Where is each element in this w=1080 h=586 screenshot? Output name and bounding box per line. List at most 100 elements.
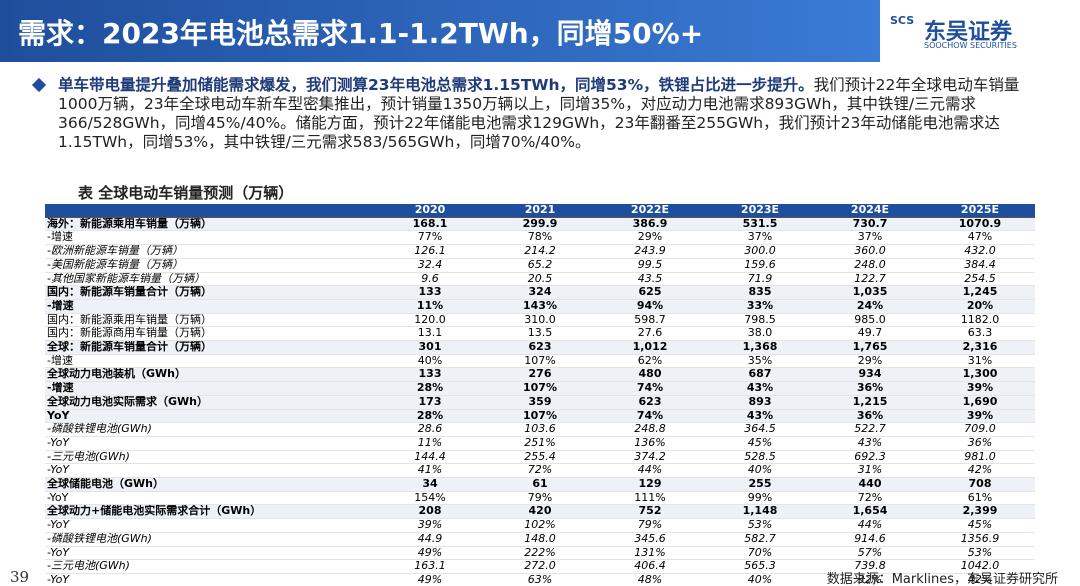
bullet (31, 77, 47, 93)
table-row: -YoY 154% 79% 111% 99% 72% 61% (45, 491, 1035, 506)
cell: 359 (485, 394, 595, 410)
row-label: 海外：新能源乘用车销量（万辆） (45, 216, 375, 232)
cell: 39% (925, 381, 1035, 396)
cell: 159.6 (705, 258, 815, 273)
cell: 49% (375, 573, 485, 586)
cell: 565.3 (705, 559, 815, 574)
cell: 248.8 (595, 422, 705, 437)
row-label: -YoY (45, 573, 375, 586)
cell: 1,035 (815, 285, 925, 300)
cell: 57% (815, 546, 925, 561)
cell: 36% (815, 381, 925, 396)
table-row: -磷酸铁锂电池(GWh) 44.9 148.0 345.6 582.7 914.6 1356… (45, 532, 1035, 547)
cell: 13.1 (375, 326, 485, 342)
row-label: 全球动力电池实际需求（GWh） (45, 394, 375, 410)
cell: 522.7 (815, 422, 925, 437)
cell: 42% (925, 573, 1035, 586)
row-label: -YoY (45, 491, 375, 506)
cell: 136% (595, 436, 705, 451)
cell: 31% (925, 354, 1035, 369)
table-row: -增速 40% 107% 62% 35% 29% 31% (45, 354, 1035, 369)
cell: 107% (485, 408, 595, 424)
cell: 1,215 (815, 394, 925, 410)
cell: 107% (485, 354, 595, 369)
table-row: -欧洲新能源车销量（万辆） 126.1 214.2 243.9 300.0 360.0 43… (45, 244, 1035, 259)
cell: 43% (705, 408, 815, 424)
row-label: -美国新能源车销量（万辆） (45, 258, 375, 273)
table-row: -增速 77% 78% 29% 37% 37% 47% (45, 230, 1035, 246)
row-label: -YoY (45, 546, 375, 561)
cell: 111% (595, 491, 705, 506)
cell: 1182.0 (925, 313, 1035, 328)
cell: 272.0 (485, 559, 595, 574)
row-label: 全球：新能源车销量合计（万辆） (45, 340, 375, 355)
cell: 35% (705, 354, 815, 369)
cell: 28.6 (375, 422, 485, 437)
cell: 32% (815, 573, 925, 586)
cell: 36% (815, 408, 925, 424)
column-header: 2023E (705, 204, 815, 218)
cell: 32.4 (375, 258, 485, 273)
cell: 934 (815, 367, 925, 383)
cell: 1,368 (705, 340, 815, 355)
cell: 981.0 (925, 450, 1035, 465)
cell: 528.5 (705, 450, 815, 465)
cell: 300.0 (705, 244, 815, 259)
cell: 1,654 (815, 504, 925, 520)
cell: 251% (485, 436, 595, 451)
cell: 74% (595, 381, 705, 396)
logo-name: 东吴证券 (924, 20, 1013, 45)
cell: 1,245 (925, 285, 1035, 300)
table-row: 全球：新能源车销量合计（万辆） 301 623 1,012 1,368 1,765 2,31… (45, 340, 1035, 355)
row-label: -YoY (45, 518, 375, 533)
cell: 709.0 (925, 422, 1035, 437)
cell: 63.3 (925, 326, 1035, 342)
cell: 37% (705, 230, 815, 246)
cell: 143% (485, 298, 595, 314)
cell: 36% (925, 436, 1035, 451)
cell: 40% (705, 573, 815, 586)
cell: 208 (375, 504, 485, 520)
source-note: 数据来源：Marklines，东吴证券研究所 (826, 572, 1058, 586)
cell: 214.2 (485, 244, 595, 259)
table-row: 国内：新能源乘用车销量（万辆） 120.0 310.0 598.7 798.5 985.0… (45, 313, 1035, 328)
cell: 49% (375, 546, 485, 561)
table-title: 表 全球电动车销量预测（万辆） (78, 184, 294, 202)
cell: 79% (485, 491, 595, 506)
cell: 386.9 (595, 216, 705, 232)
cell: 49.7 (815, 326, 925, 342)
table-row: 国内：新能源车销量合计（万辆） 133 324 625 835 1,035 1,245 (45, 285, 1035, 300)
cell: 77% (375, 230, 485, 246)
cell: 70% (705, 546, 815, 561)
cell: 730.7 (815, 216, 925, 232)
cell: 20% (925, 298, 1035, 314)
row-label: -磷酸铁锂电池(GWh) (45, 422, 375, 437)
cell: 99.5 (595, 258, 705, 273)
cell: 243.9 (595, 244, 705, 259)
table-row: 全球储能电池（GWh） 34 61 129 255 440 708 (45, 477, 1035, 492)
table-row: -YoY 39% 102% 79% 53% 44% 45% (45, 518, 1035, 533)
cell: 78% (485, 230, 595, 246)
cell: 2,399 (925, 504, 1035, 520)
cell: 72% (815, 491, 925, 506)
column-header: 2024E (815, 204, 925, 218)
cell: 154% (375, 491, 485, 506)
row-label: -三元电池(GWh) (45, 450, 375, 465)
cell: 276 (485, 367, 595, 383)
cell: 168.1 (375, 216, 485, 232)
row-label: YoY (45, 408, 375, 424)
row-label: -增速 (45, 354, 375, 369)
cell: 38.0 (705, 326, 815, 342)
cell: 44% (815, 518, 925, 533)
cell: 29% (595, 230, 705, 246)
cell: 582.7 (705, 532, 815, 547)
table-row: -其他国家新能源车销量（万辆） 9.6 20.5 43.5 71.9 122.7 254.5 (45, 272, 1035, 287)
table-row: -美国新能源车销量（万辆） 32.4 65.2 99.5 159.6 248.0 384.4 (45, 258, 1035, 273)
cell: 33% (705, 298, 815, 314)
cell: 374.2 (595, 450, 705, 465)
cell: 255 (705, 477, 815, 492)
cell: 420 (485, 504, 595, 520)
cell: 39% (375, 518, 485, 533)
cell: 2,316 (925, 340, 1035, 355)
cell: 1042.0 (925, 559, 1035, 574)
